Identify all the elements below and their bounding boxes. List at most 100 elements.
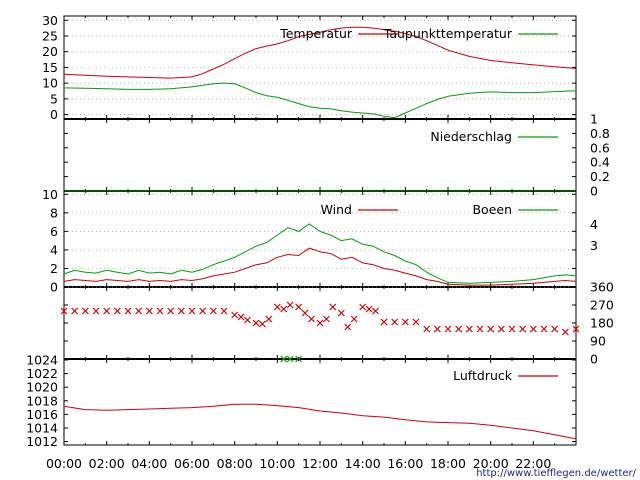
direction-point — [71, 307, 79, 315]
direction-point — [487, 325, 495, 333]
y2-tick-label: 4 — [590, 217, 598, 232]
legend-label: Boeen — [472, 202, 512, 217]
direction-point — [529, 325, 537, 333]
x-tick-label: 18:00 — [430, 456, 466, 471]
direction-point — [412, 318, 420, 326]
x-tick-label: 22:00 — [515, 456, 551, 471]
y-tick-label: 0 — [50, 280, 58, 295]
direction-point — [551, 325, 559, 333]
direction-point — [497, 325, 505, 333]
y-tick-label: 25 — [42, 29, 58, 44]
y-tick-label: 360 — [590, 280, 614, 295]
direction-point — [540, 325, 548, 333]
y-tick-label: 0 — [590, 352, 598, 367]
direction-point — [423, 325, 431, 333]
direction-point — [380, 318, 388, 326]
y-tick-label: 5 — [50, 91, 58, 106]
panel-wind: 0 2 4 6 8 10 3 4 Wind Boeen — [42, 187, 598, 295]
series-line-luftdruck — [63, 403, 577, 440]
direction-point — [220, 307, 228, 315]
direction-point — [280, 305, 288, 313]
direction-point — [252, 319, 260, 327]
direction-point — [316, 319, 324, 327]
direction-point — [81, 307, 89, 315]
panel-precipitation: 00.20.40.60.81 Niederschlag — [63, 112, 610, 199]
direction-point — [329, 303, 337, 311]
legend-label: Wind — [321, 202, 352, 217]
y-tick-label: 1014 — [26, 421, 58, 436]
x-tick-label: 10:00 — [259, 456, 295, 471]
y-tick-label: 1016 — [26, 407, 58, 422]
y-tick-label: 8 — [50, 205, 58, 220]
direction-point — [124, 307, 132, 315]
direction-point — [572, 325, 580, 333]
x-tick-label: 06:00 — [174, 456, 210, 471]
y-tick-label: 0.8 — [590, 126, 610, 141]
direction-point — [237, 313, 245, 321]
direction-point — [286, 301, 294, 309]
direction-point — [508, 325, 516, 333]
x-tick-label: 16:00 — [387, 456, 423, 471]
y-tick-label: 1012 — [26, 434, 58, 449]
direction-point — [455, 325, 463, 333]
x-tick-label: 14:00 — [345, 456, 381, 471]
x-tick-label: 04:00 — [131, 456, 167, 471]
y-tick-label: 90 — [590, 334, 606, 349]
panel-wind_direction: 0 90 180 270 360 — [60, 280, 614, 367]
direction-point — [519, 325, 527, 333]
y-tick-label: 10 — [42, 187, 58, 202]
direction-point — [365, 305, 373, 313]
y-tick-label: 4 — [50, 242, 58, 257]
y-tick-label: 10 — [42, 76, 58, 91]
series-line-boeen — [63, 223, 577, 284]
y-tick-label: 0 — [50, 107, 58, 122]
y-tick-label: 15 — [42, 60, 58, 75]
direction-point — [350, 315, 358, 323]
y-tick-label: 1 — [590, 112, 598, 127]
y-tick-label: 30 — [42, 13, 58, 28]
direction-point — [60, 307, 68, 315]
y-tick-label: 1020 — [26, 380, 58, 395]
direction-point — [391, 318, 399, 326]
direction-point — [113, 307, 121, 315]
legend-label: Taupunkttemperatur — [383, 26, 513, 41]
series-line-wind — [63, 247, 577, 286]
direction-point — [372, 307, 379, 315]
direction-point — [401, 318, 409, 326]
y-tick-label: 6 — [50, 224, 58, 239]
direction-point — [322, 315, 330, 323]
y-tick-label: 2 — [50, 261, 58, 276]
direction-point — [308, 315, 315, 323]
direction-point — [244, 316, 251, 324]
direction-point — [167, 307, 175, 315]
direction-point — [135, 307, 143, 315]
direction-point — [337, 309, 345, 317]
y-tick-label: 1024 — [26, 353, 58, 368]
y-tick-label: 180 — [590, 316, 614, 331]
direction-point — [145, 307, 153, 315]
series-line-temperatur — [63, 26, 577, 79]
direction-point — [199, 307, 207, 315]
direction-point — [301, 309, 309, 317]
direction-point — [258, 320, 266, 328]
y-tick-label: 0.2 — [590, 169, 610, 184]
direction-point — [286, 355, 294, 363]
source-url: http://www.tiefflegen.de/wetter/ — [476, 468, 636, 479]
direction-point — [231, 311, 239, 319]
y-tick-label: 1018 — [26, 393, 58, 408]
x-tick-label: 20:00 — [473, 456, 509, 471]
direction-point — [280, 355, 288, 363]
y-tick-label: 0.6 — [590, 140, 610, 155]
direction-point — [359, 303, 367, 311]
direction-point — [209, 307, 217, 315]
legend-label: Niederschlag — [430, 129, 512, 144]
direction-point — [476, 325, 484, 333]
y-tick-label: 270 — [590, 298, 614, 313]
y-tick-label: 0 — [590, 184, 598, 199]
direction-point — [344, 323, 352, 331]
direction-point — [156, 307, 164, 315]
direction-point — [265, 315, 273, 323]
